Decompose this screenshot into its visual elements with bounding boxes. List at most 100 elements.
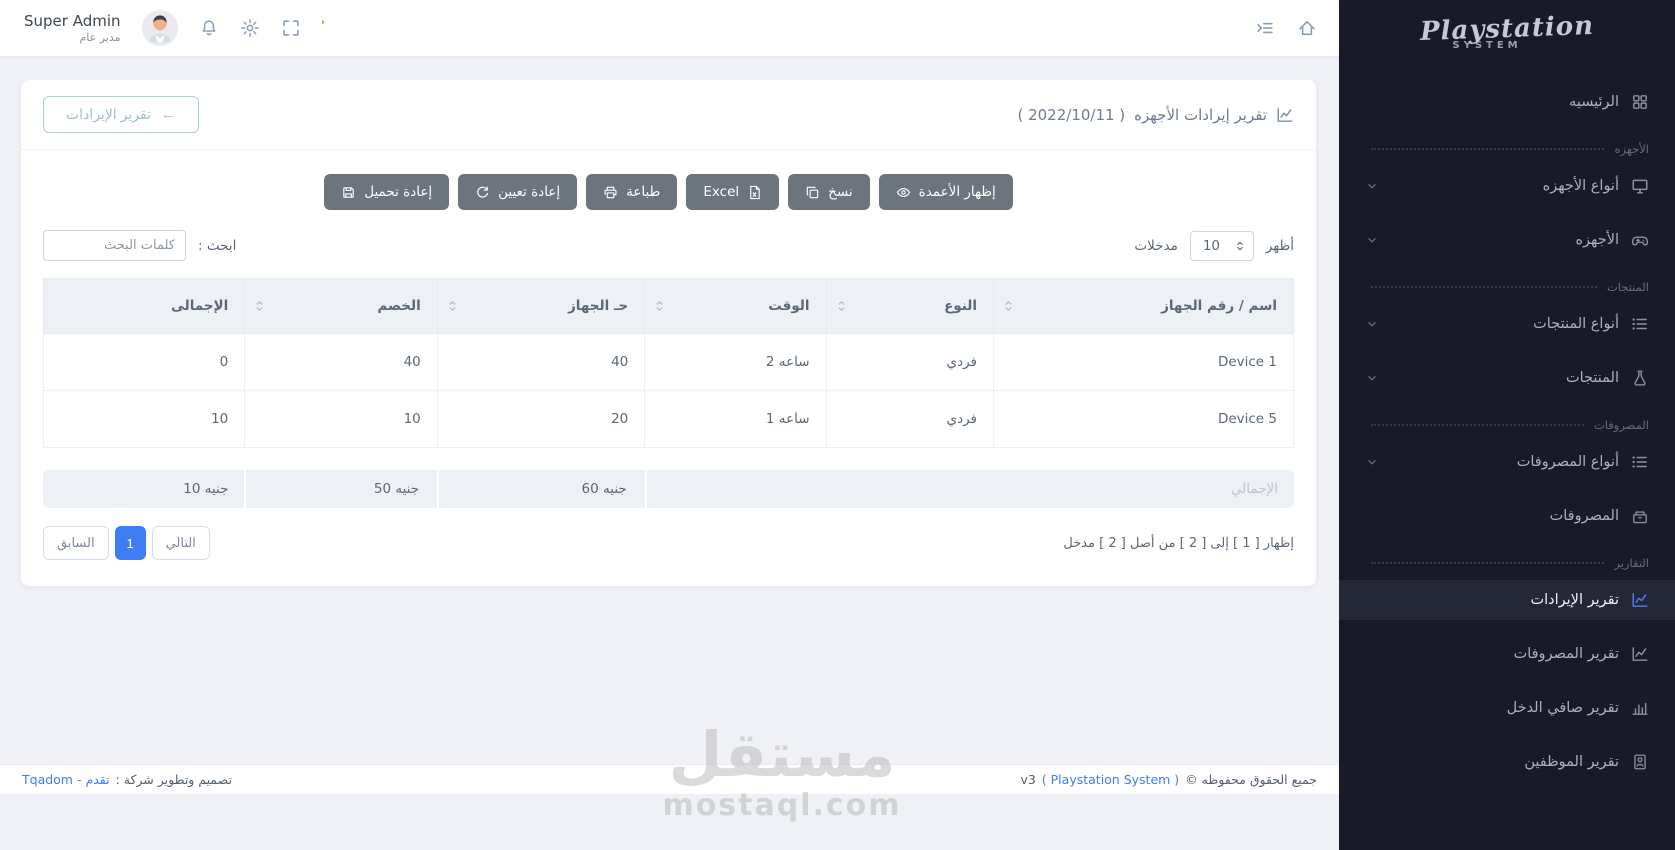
column-header-time[interactable]: الوقت [644, 278, 827, 334]
select-arrows-icon [1234, 240, 1246, 252]
credit-text: تصميم وتطوير شركة : [115, 772, 232, 787]
footer-copyright: جميع الحقوق محفوظه © ( Playstation Syste… [1020, 772, 1317, 787]
pagination: السابق 1 التالي [43, 526, 210, 560]
sidebar-section-expenses: المصروفات [1339, 412, 1675, 438]
button-label: إعادة تعيين [498, 184, 561, 200]
column-header-type[interactable]: النوع [825, 278, 994, 334]
next-page-button[interactable]: التالي [151, 526, 210, 560]
version-label: v3 [1020, 772, 1036, 787]
user-role: مدير عام [79, 30, 121, 44]
developer-link[interactable]: Tqadom - تقدم [22, 772, 110, 787]
sidebar-item-label: أنواع المصروفات [1516, 454, 1619, 470]
sidebar-item-expense-report[interactable]: تقرير المصروفات [1339, 634, 1675, 674]
sidebar-toggle-icon[interactable] [1255, 18, 1275, 38]
gear-icon[interactable] [240, 18, 260, 38]
length-show-label: أظهر [1265, 237, 1294, 254]
copy-button[interactable]: نسخ [788, 174, 870, 210]
dashboard-grid-icon [1631, 93, 1649, 111]
chevron-down-icon [1365, 179, 1379, 193]
length-entries-label: مدخلات [1134, 237, 1178, 254]
employee-badge-icon [1631, 753, 1649, 771]
excel-file-icon [747, 185, 762, 200]
section-divider [1371, 424, 1584, 426]
length-control: أظهر 10 مدخلات [1134, 230, 1294, 261]
sidebar-item-product-types[interactable]: أنواع المنتجات [1339, 304, 1675, 344]
print-button[interactable]: طباعة [586, 174, 678, 210]
excel-button[interactable]: Excel [686, 174, 780, 210]
fullscreen-icon[interactable] [281, 18, 301, 38]
sidebar-item-label: الرئيسيه [1569, 94, 1619, 110]
page-title-text: تقرير إيرادات الأجهزه [1134, 105, 1267, 124]
button-label: Excel [703, 184, 740, 200]
sort-icon [253, 300, 266, 313]
sidebar-nav: الرئيسيه الأجهزه أنواع الأجهزه الأجهزه [1339, 64, 1675, 796]
column-header-device-charge[interactable]: حـ الجهاز [436, 278, 646, 334]
show-columns-button[interactable]: إظهار الأعمدة [878, 174, 1013, 210]
totals-row: الإجمالي 60 جنيه 50 جنيه 10 جنيه [43, 470, 1294, 508]
sidebar-item-home[interactable]: الرئيسيه [1339, 82, 1675, 122]
sidebar-item-label: تقرير الموظفين [1524, 754, 1619, 770]
cell-discount: 40 [244, 333, 438, 391]
bell-icon[interactable] [199, 18, 219, 38]
search-input[interactable] [43, 230, 186, 261]
chevron-down-icon [1365, 371, 1379, 385]
sidebar-section-devices: الأجهزه [1339, 136, 1675, 162]
column-header-total[interactable]: الإجمالى [42, 278, 246, 334]
sort-icon [446, 300, 459, 313]
system-link[interactable]: ( Playstation System ) [1041, 772, 1180, 787]
sidebar-item-label: تقرير الإيرادات [1530, 592, 1619, 608]
section-label: المصروفات [1593, 418, 1649, 432]
sidebar-item-employees-report[interactable]: تقرير الموظفين [1339, 742, 1675, 782]
sidebar-item-revenue-report[interactable]: تقرير الإيرادات [1339, 580, 1675, 620]
list-icon [1631, 453, 1649, 471]
column-header-discount[interactable]: الخصم [244, 278, 438, 334]
footer-spacer [0, 794, 1339, 850]
user-info[interactable]: Super Admin مدير عام [24, 12, 121, 45]
button-label: نسخ [828, 184, 853, 200]
reset-button[interactable]: إعادة تعيين [458, 174, 578, 210]
table-toolbar: إظهار الأعمدة نسخ Excel طباعة [21, 174, 1316, 210]
sidebar-item-device-types[interactable]: أنواع الأجهزه [1339, 166, 1675, 206]
sidebar-item-products[interactable]: المنتجات [1339, 358, 1675, 398]
reload-button[interactable]: إعادة تحميل [324, 174, 450, 210]
section-divider [1371, 148, 1605, 150]
flask-icon [1631, 369, 1649, 387]
previous-page-button[interactable]: السابق [43, 526, 109, 560]
sidebar-item-expenses[interactable]: المصروفات [1339, 496, 1675, 536]
sidebar-item-label: تقرير صافي الدخل [1506, 700, 1619, 716]
report-card: تقرير إيرادات الأجهزه ( 2022/10/11 ) تقر… [21, 80, 1316, 586]
section-divider [1371, 286, 1597, 288]
table-row: Device 1 فردي 2 ساعه 40 40 0 [42, 333, 1294, 391]
chart-line-icon [1631, 591, 1649, 609]
cell-time: 2 ساعه [644, 333, 827, 391]
main-area: Super Admin مدير عام [0, 0, 1339, 850]
page-length-select[interactable]: 10 [1189, 230, 1254, 261]
search-control: ابحث : [43, 230, 236, 261]
totals-total: 10 جنيه [43, 470, 245, 508]
sidebar-item-expense-types[interactable]: أنواع المصروفات [1339, 442, 1675, 482]
sidebar-item-net-income-report[interactable]: تقرير صافي الدخل [1339, 688, 1675, 728]
chart-line-icon [1631, 645, 1649, 663]
egypt-flag-icon[interactable] [321, 19, 348, 37]
avatar[interactable] [141, 10, 178, 46]
gamepad-icon [1631, 231, 1649, 249]
printer-icon [603, 185, 618, 200]
sidebar-logo[interactable]: Playstation SYSTEM [1339, 0, 1675, 64]
cell-device-name: Device 1 [993, 333, 1294, 391]
report-table: اسم / رقم الجهاز النوع الوقت حـ الجهاز ا… [42, 278, 1294, 448]
arrow-left-icon: ← [160, 106, 176, 123]
footer: جميع الحقوق محفوظه © ( Playstation Syste… [0, 764, 1339, 794]
sort-icon [653, 300, 666, 313]
cell-total: 10 [42, 390, 246, 448]
current-page-button[interactable]: 1 [114, 526, 146, 560]
redo-icon [475, 185, 490, 200]
page-title: تقرير إيرادات الأجهزه ( 2022/10/11 ) [1017, 106, 1294, 124]
back-button-label: تقرير الإيرادات [66, 106, 151, 122]
column-header-device-name[interactable]: اسم / رقم الجهاز [993, 278, 1294, 334]
home-icon[interactable] [1297, 18, 1317, 38]
save-disk-icon [341, 185, 356, 200]
monitor-icon [1631, 177, 1649, 195]
back-button[interactable]: تقرير الإيرادات ← [43, 96, 199, 133]
sidebar-item-devices[interactable]: الأجهزه [1339, 220, 1675, 260]
chevron-down-icon [1365, 317, 1379, 331]
